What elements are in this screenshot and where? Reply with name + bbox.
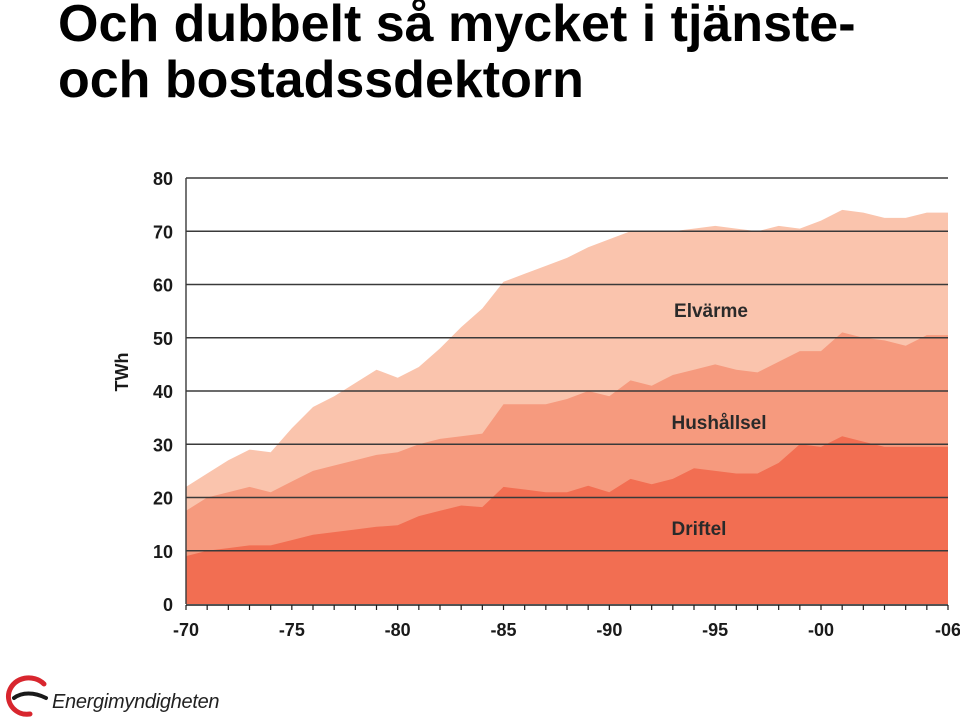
y-axis-ticks: 0 10 20 30 40 50 60 70 80 bbox=[153, 169, 173, 615]
x-tick-label: -70 bbox=[173, 620, 199, 640]
x-tick-label: -80 bbox=[385, 620, 411, 640]
x-tick-label: -95 bbox=[702, 620, 728, 640]
series-label-elvarme: Elvärme bbox=[674, 301, 748, 322]
slide-title: Och dubbelt så mycket i tjänste- och bos… bbox=[58, 0, 856, 108]
x-tick-label: -00 bbox=[808, 620, 834, 640]
x-tick-label: -90 bbox=[596, 620, 622, 640]
logo-swoosh-icon bbox=[5, 675, 48, 717]
series-area-driftel bbox=[186, 436, 948, 604]
y-tick-label: 60 bbox=[153, 276, 173, 296]
slide-title-line-2: och bostadssdektorn bbox=[58, 51, 584, 109]
series-areas bbox=[186, 209, 948, 604]
x-tick-label: -85 bbox=[490, 620, 516, 640]
x-tick-label: -75 bbox=[279, 620, 305, 640]
slide-title-line-1: Och dubbelt så mycket i tjänste- bbox=[58, 0, 856, 53]
x-tick-label: -06 bbox=[935, 620, 960, 640]
x-axis-ticks: -70 -75 -80 -85 -90 -95 -00 -06 bbox=[173, 604, 960, 640]
y-axis-label: TWh bbox=[112, 353, 132, 392]
y-tick-label: 30 bbox=[153, 435, 173, 455]
y-tick-label: 0 bbox=[163, 595, 173, 615]
y-tick-label: 40 bbox=[153, 382, 173, 402]
y-tick-label: 80 bbox=[153, 169, 173, 189]
y-tick-label: 20 bbox=[153, 489, 173, 509]
energimyndigheten-logo: Energimyndigheten bbox=[4, 672, 220, 720]
logo-wordmark: Energimyndigheten bbox=[52, 691, 220, 713]
y-tick-label: 10 bbox=[153, 542, 173, 562]
series-label-hushallsel: Hushållsel bbox=[671, 413, 766, 434]
y-tick-label: 50 bbox=[153, 329, 173, 349]
gridlines bbox=[185, 177, 948, 604]
y-tick-label: 70 bbox=[153, 222, 173, 242]
series-label-driftel: Driftel bbox=[672, 519, 727, 540]
